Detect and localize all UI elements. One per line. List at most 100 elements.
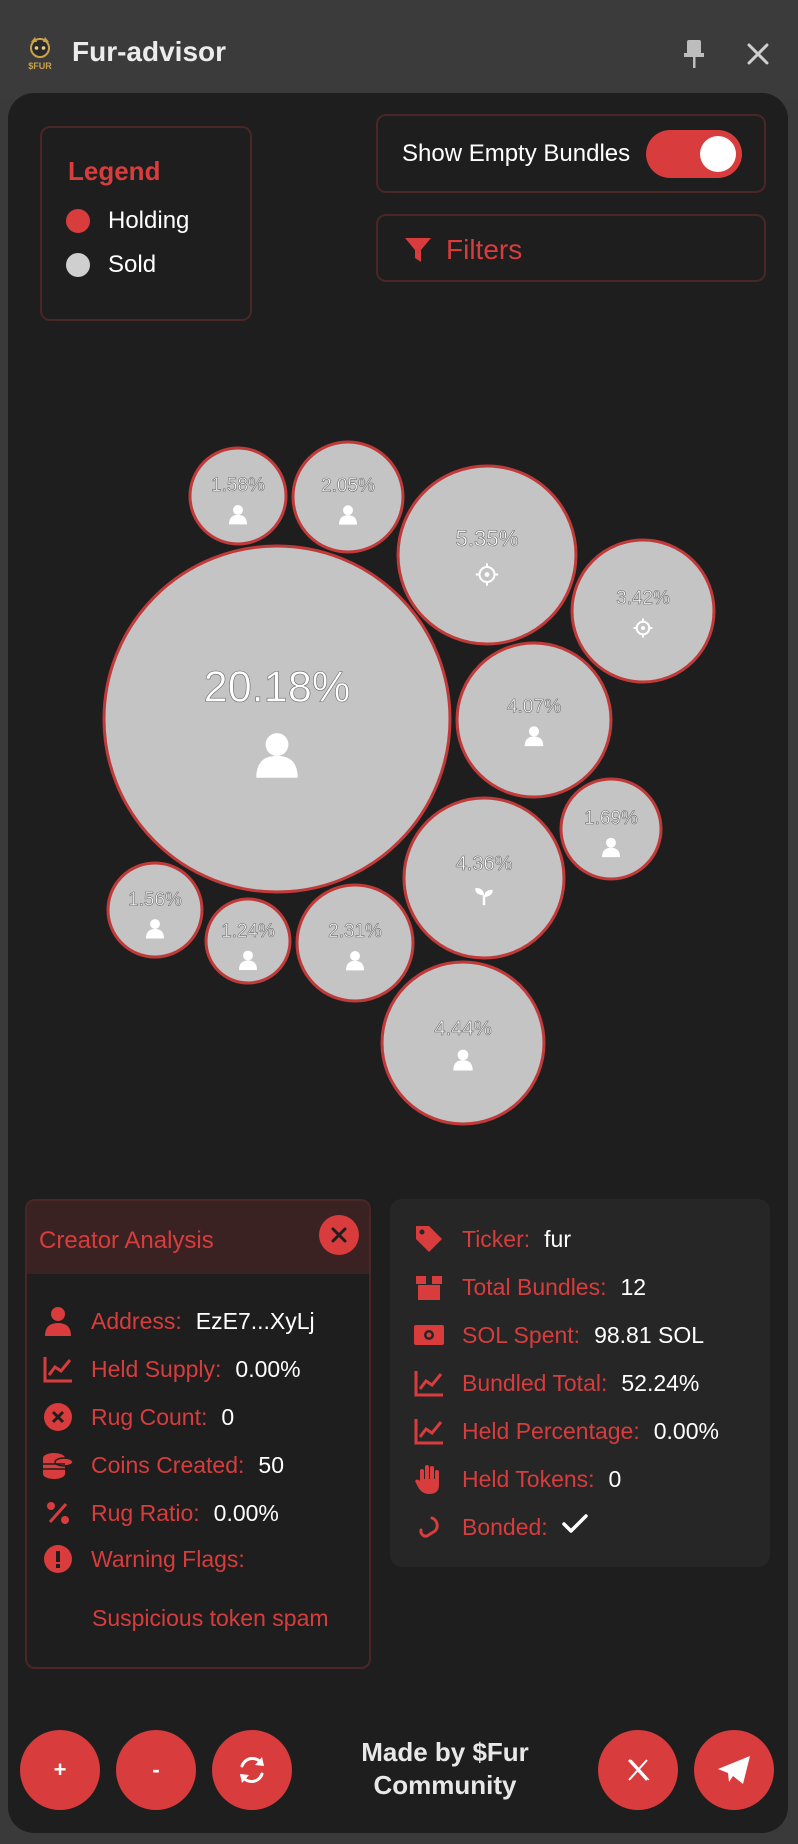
stats-row-total-bundles: Total Bundles: 12 [412, 1271, 646, 1303]
tag-icon [412, 1223, 446, 1255]
held-tokens-label: Held Tokens: [462, 1465, 595, 1492]
creator-row-warning-flags: Warning Flags: [41, 1543, 259, 1575]
telegram-icon [718, 1756, 750, 1784]
creator-close-button[interactable] [319, 1215, 359, 1255]
person-icon [146, 919, 164, 939]
link-icon [412, 1511, 446, 1543]
filters-button[interactable]: Filters [376, 214, 766, 282]
bundle-bubble[interactable]: 1.56% [106, 861, 204, 959]
coins-created-label: Coins Created: [91, 1451, 245, 1478]
money-icon [412, 1319, 446, 1351]
legend-label-sold: Sold [108, 251, 157, 278]
held-percentage-value: 0.00% [653, 1417, 719, 1444]
refresh-button[interactable] [212, 1730, 292, 1810]
stats-row-sol-spent: SOL Spent: 98.81 SOL [412, 1319, 704, 1351]
made-by-credit: Made by $Fur Community [330, 1736, 560, 1802]
bundle-bubble[interactable]: 3.42% [570, 538, 716, 684]
sprout-icon [475, 887, 493, 906]
bubble-percentage: 5.35% [455, 526, 518, 551]
person-icon [256, 733, 298, 778]
address-value[interactable]: EzE7...XyLj [195, 1307, 315, 1334]
bundle-bubble[interactable]: 2.31% [295, 883, 415, 1003]
bundle-bubble[interactable]: 1.69% [559, 777, 663, 881]
bundle-bubble[interactable]: 4.44% [380, 960, 546, 1126]
bubble-circle[interactable] [559, 777, 663, 881]
close-icon[interactable] [744, 40, 772, 68]
zoom-in-button[interactable]: + [20, 1730, 100, 1810]
bonded-label: Bonded: [462, 1513, 548, 1540]
chart-line-icon [41, 1353, 75, 1385]
person-icon [229, 505, 247, 525]
bundle-bubble[interactable]: 1.24% [204, 897, 292, 985]
bubble-percentage: 3.42% [616, 588, 670, 609]
stats-row-held-tokens: Held Tokens: 0 [412, 1463, 621, 1495]
fur-logo-icon: $FUR [28, 37, 52, 71]
bubble-percentage: 2.31% [328, 921, 382, 942]
bubble-circle[interactable] [188, 446, 288, 546]
bundle-bubble[interactable]: 2.05% [291, 440, 405, 554]
show-empty-bundles-control: Show Empty Bundles [376, 114, 766, 193]
bubble-percentage: 4.07% [507, 696, 562, 717]
logo-text: $FUR [28, 61, 52, 71]
bundle-bubble[interactable]: 4.36% [402, 796, 566, 960]
bubble-percentage: 1.69% [584, 808, 638, 829]
held-supply-label: Held Supply: [91, 1355, 222, 1382]
exclamation-circle-icon [41, 1543, 75, 1575]
bubble-circle[interactable] [204, 897, 292, 985]
chart-line-icon [412, 1415, 446, 1447]
sol-spent-label: SOL Spent: [462, 1321, 581, 1348]
bubble-circle[interactable] [402, 796, 566, 960]
rug-ratio-value: 0.00% [213, 1499, 279, 1526]
bubble-circle[interactable] [291, 440, 405, 554]
bundle-bubble[interactable]: 20.18% [102, 544, 452, 894]
person-icon [453, 1049, 473, 1071]
bubble-circle[interactable] [380, 960, 546, 1126]
x-twitter-button[interactable] [598, 1730, 678, 1810]
pin-icon[interactable] [681, 38, 707, 70]
bubble-circle[interactable] [106, 861, 204, 959]
bubble-circle[interactable] [570, 538, 716, 684]
stats-row-bonded: Bonded: [412, 1511, 588, 1543]
x-circle-icon [41, 1401, 75, 1433]
person-icon [524, 726, 544, 747]
person-icon [339, 505, 357, 525]
holding-dot [66, 209, 90, 233]
x-logo-icon [628, 1759, 650, 1781]
toggle-knob [700, 136, 736, 172]
coins-created-value: 50 [258, 1451, 285, 1478]
crosshair-icon [633, 618, 653, 638]
creator-row-rug-count: Rug Count: 0 [41, 1401, 234, 1433]
percent-icon [41, 1497, 75, 1529]
warning-flag-text: Suspicious token spam [92, 1605, 329, 1631]
zoom-out-button[interactable]: - [116, 1730, 196, 1810]
toggle-label: Show Empty Bundles [402, 140, 631, 167]
held-percentage-label: Held Percentage: [462, 1417, 640, 1444]
bubble-percentage: 1.58% [211, 475, 265, 496]
close-icon [331, 1227, 347, 1243]
bubble-circle[interactable] [455, 641, 613, 799]
sold-dot [66, 253, 90, 277]
bubble-percentage: 4.44% [434, 1018, 491, 1040]
person-icon [239, 950, 257, 970]
chart-line-icon [412, 1367, 446, 1399]
total-bundles-label: Total Bundles: [462, 1273, 607, 1300]
sol-spent-value: 98.81 SOL [594, 1321, 705, 1348]
bundle-bubble[interactable]: 4.07% [455, 641, 613, 799]
box-icon [412, 1271, 446, 1303]
creator-row-rug-ratio: Rug Ratio: 0.00% [41, 1497, 279, 1529]
creator-row-coins-created: Coins Created: 50 [41, 1449, 284, 1481]
bubble-percentage: 2.05% [321, 476, 375, 497]
legend-item-holding: Holding [66, 206, 189, 236]
bubble-circle[interactable] [396, 464, 578, 646]
stats-row-ticker: Ticker: fur [412, 1223, 571, 1255]
person-icon [346, 951, 364, 971]
bundle-bubble[interactable]: 5.35% [396, 464, 578, 646]
bubble-circle[interactable] [295, 883, 415, 1003]
bubble-circle[interactable] [102, 544, 452, 894]
filters-label: Filters [446, 234, 523, 265]
bundle-bubble[interactable]: 1.58% [188, 446, 288, 546]
filter-icon [405, 238, 431, 262]
app-title: Fur-advisor [72, 36, 227, 67]
show-empty-bundles-toggle[interactable] [646, 130, 742, 178]
telegram-button[interactable] [694, 1730, 774, 1810]
